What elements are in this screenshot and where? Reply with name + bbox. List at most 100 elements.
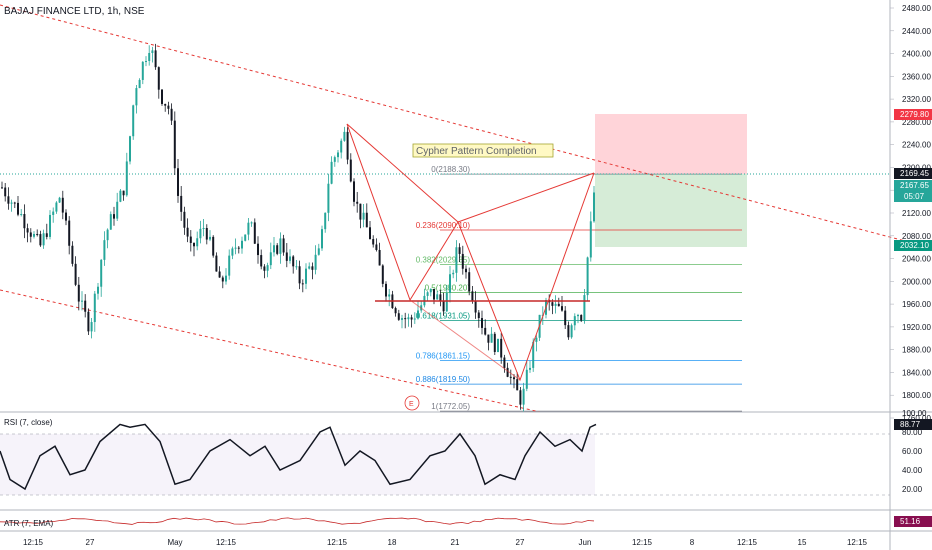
candle-body[interactable] (145, 60, 147, 62)
candle-body[interactable] (573, 316, 576, 326)
candle-body[interactable] (109, 214, 112, 230)
candle-body[interactable] (407, 317, 410, 320)
candle-body[interactable] (340, 140, 343, 153)
candle-body[interactable] (260, 255, 263, 267)
candle-body[interactable] (196, 238, 199, 247)
pattern-label-box[interactable] (412, 143, 554, 158)
time-axis[interactable]: 12:15 27 May 12:15 12:15 18 21 27 Jun 12:15 8 12:15… (23, 538, 868, 547)
candle-body[interactable] (193, 242, 195, 247)
candle-body[interactable] (372, 239, 375, 245)
candle-body[interactable] (525, 369, 528, 389)
candle-body[interactable] (506, 367, 509, 377)
candle-body[interactable] (167, 105, 170, 109)
candle-body[interactable] (349, 159, 352, 182)
candle-body[interactable] (202, 228, 205, 230)
candle-body[interactable] (330, 161, 333, 184)
candle-body[interactable] (292, 256, 295, 267)
candle-body[interactable] (417, 310, 419, 319)
candle-body[interactable] (378, 249, 381, 266)
candle-body[interactable] (570, 325, 573, 338)
candle-body[interactable] (324, 212, 327, 230)
candle-body[interactable] (346, 131, 349, 160)
candle-body[interactable] (177, 168, 179, 196)
candle-body[interactable] (535, 337, 538, 342)
candle-body[interactable] (68, 220, 71, 246)
candle-body[interactable] (436, 294, 439, 300)
candle-body[interactable] (122, 190, 125, 196)
candle-body[interactable] (218, 271, 221, 278)
candle-body[interactable] (580, 314, 583, 321)
candle-body[interactable] (282, 238, 285, 253)
candle-body[interactable] (26, 228, 29, 233)
candle-body[interactable] (471, 291, 474, 302)
candle-body[interactable] (157, 67, 160, 90)
candle-body[interactable] (221, 277, 224, 282)
candle-body[interactable] (55, 202, 58, 212)
candle-body[interactable] (442, 300, 445, 312)
candle-body[interactable] (36, 233, 39, 235)
candle-body[interactable] (285, 252, 288, 261)
candle-body[interactable] (394, 308, 397, 314)
candle-body[interactable] (205, 228, 208, 240)
candle-body[interactable] (244, 234, 247, 241)
candle-body[interactable] (17, 202, 19, 215)
candle-body[interactable] (375, 244, 378, 250)
candle-body[interactable] (87, 311, 90, 332)
channel-upper-line[interactable] (0, 4, 932, 249)
candle-body[interactable] (404, 318, 407, 320)
candle-body[interactable] (13, 202, 16, 204)
candle-body[interactable] (257, 243, 259, 256)
candle-body[interactable] (487, 334, 490, 343)
candle-body[interactable] (359, 203, 362, 220)
candle-body[interactable] (93, 293, 96, 323)
candle-body[interactable] (10, 202, 13, 204)
candle-body[interactable] (212, 236, 215, 256)
candle-body[interactable] (500, 338, 503, 358)
candle-body[interactable] (577, 314, 579, 317)
candle-body[interactable] (529, 367, 531, 370)
candle-body[interactable] (337, 152, 339, 158)
candle-body[interactable] (477, 312, 480, 319)
price-axis[interactable]: 2480.00 2440.00 2400.00 2360.00 2320.00 2280.… (890, 4, 931, 423)
candle-body[interactable] (439, 294, 442, 301)
candle-body[interactable] (369, 227, 371, 240)
candle-body[interactable] (516, 379, 519, 391)
candle-body[interactable] (474, 301, 477, 313)
candle-body[interactable] (199, 228, 202, 239)
candle-body[interactable] (413, 318, 416, 320)
candle-body[interactable] (132, 105, 135, 137)
candle-body[interactable] (298, 266, 301, 284)
candle-body[interactable] (455, 247, 458, 273)
candle-body[interactable] (253, 222, 256, 244)
candle-body[interactable] (397, 313, 400, 320)
candle-body[interactable] (237, 247, 240, 249)
candle-body[interactable] (209, 236, 211, 240)
candlestick-series[interactable] (1, 43, 595, 413)
candle-body[interactable] (490, 333, 493, 343)
candle-body[interactable] (589, 221, 592, 258)
fib-retracement[interactable]: 0(2188.30) 0.236(2090.10) 0.382(2029.35) 0.… (416, 165, 742, 412)
candle-body[interactable] (333, 157, 336, 162)
candle-body[interactable] (356, 201, 359, 204)
candle-body[interactable] (468, 272, 471, 292)
candle-body[interactable] (305, 268, 307, 284)
candle-body[interactable] (410, 317, 413, 320)
candle-body[interactable] (7, 196, 10, 204)
candle-body[interactable] (497, 338, 499, 352)
candle-body[interactable] (554, 303, 557, 306)
candle-body[interactable] (593, 192, 595, 222)
candle-body[interactable] (493, 333, 496, 352)
candle-body[interactable] (135, 88, 138, 106)
candle-body[interactable] (513, 377, 515, 380)
stop-loss-zone[interactable] (595, 114, 747, 174)
candle-body[interactable] (503, 357, 506, 368)
candle-body[interactable] (81, 300, 83, 302)
candle-body[interactable] (97, 286, 99, 294)
candle-body[interactable] (458, 247, 461, 254)
candle-body[interactable] (362, 212, 365, 220)
channel-lower-line[interactable] (0, 289, 541, 413)
candle-body[interactable] (215, 255, 218, 272)
candle-body[interactable] (234, 247, 237, 249)
candle-body[interactable] (445, 292, 448, 312)
candle-body[interactable] (532, 341, 535, 368)
